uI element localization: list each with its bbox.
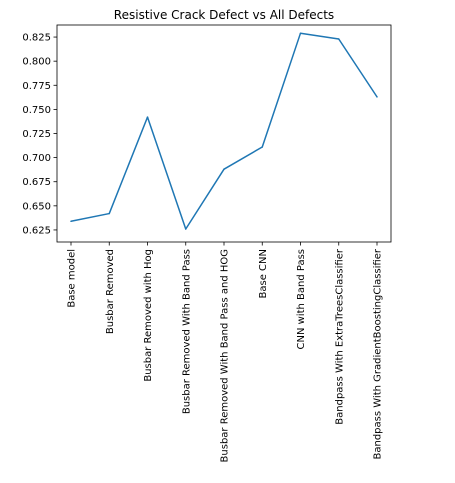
series-line	[70, 32, 378, 230]
x-tick-label: Busbar Removed With Band Pass and HOG	[220, 249, 231, 462]
data-point	[70, 220, 72, 223]
y-tick-label: 0.725	[22, 129, 51, 140]
x-tick-label: CNN with Band Pass	[296, 249, 307, 350]
data-point	[185, 228, 187, 230]
y-tick-label: 0.650	[22, 201, 51, 212]
x-tick-label: Busbar Removed	[105, 249, 116, 334]
data-point	[261, 146, 263, 148]
chart-title: Resistive Crack Defect vs All Defects	[114, 8, 334, 22]
data-point	[146, 116, 149, 118]
y-axis: 0.625 0.650 0.675 0.700 0.725 0.750 0.775 0.800…	[22, 33, 57, 236]
y-tick-label: 0.675	[22, 177, 51, 188]
y-tick-label: 0.825	[22, 33, 51, 44]
x-tick-label: Bandpass With ExtraTreesClassifier	[334, 248, 345, 425]
x-tick-label: Bandpass With GradientBoostingClassifier	[373, 248, 384, 459]
data-point	[108, 212, 110, 215]
data-point	[223, 168, 225, 170]
data-point	[376, 96, 378, 98]
x-tick-label: Busbar Removed With Band Pass	[181, 249, 192, 414]
data-point	[299, 32, 302, 34]
x-tick-label: Base CNN	[258, 249, 269, 298]
x-tick-label: Base model	[67, 249, 78, 308]
data-point	[338, 38, 340, 40]
y-tick-label: 0.800	[22, 57, 51, 68]
y-tick-label: 0.625	[22, 225, 51, 236]
y-tick-label: 0.750	[22, 105, 51, 116]
y-tick-label: 0.700	[22, 153, 51, 164]
y-tick-label: 0.775	[22, 81, 51, 92]
x-axis: Base model Busbar Removed Busbar Removed w…	[67, 242, 384, 462]
plot-area-frame	[56, 24, 392, 243]
x-tick-label: Busbar Removed with Hog	[143, 249, 154, 382]
data-points	[70, 32, 378, 230]
